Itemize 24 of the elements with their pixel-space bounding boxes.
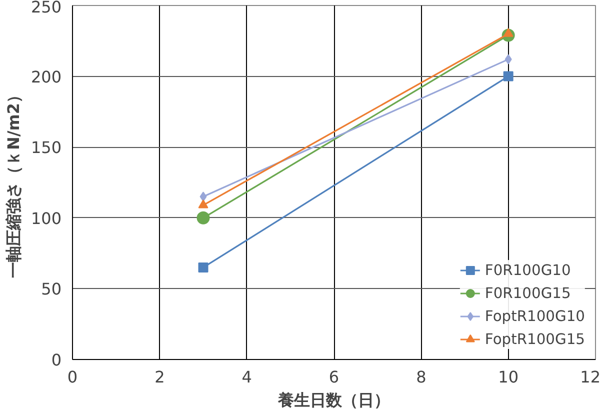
x-axis-title: 養生日数（日）: [277, 390, 390, 410]
x-tick-label: 8: [416, 368, 426, 386]
x-tick-label: 12: [580, 368, 600, 386]
x-tick-label: 2: [154, 368, 165, 386]
y-tick-label: 200: [30, 67, 62, 86]
point: [504, 54, 512, 64]
point: [196, 211, 210, 224]
point: [198, 262, 208, 272]
point: [503, 71, 514, 82]
legend-label: FoptR100G10: [484, 308, 585, 324]
x-tick-label: 10: [498, 368, 519, 386]
y-tick-label: 250: [30, 0, 62, 16]
legend-label: F0R100G15: [484, 284, 571, 302]
x-tick-label: 6: [328, 368, 340, 386]
y-axis-title: 一軸圧縮強さ（ｋN/m2）: [4, 86, 23, 278]
y-tick-label: 50: [41, 280, 62, 299]
y-tick-label: 100: [30, 208, 62, 228]
x-tick-label: 4: [242, 368, 252, 386]
legend-label: F0R100G10: [484, 262, 571, 278]
point: [200, 192, 207, 202]
legend-label: FoptR100G15: [484, 330, 585, 348]
x-tick-label: 0: [67, 368, 78, 386]
y-tick-label: 0: [51, 350, 62, 370]
y-tick-label: 150: [30, 138, 62, 158]
